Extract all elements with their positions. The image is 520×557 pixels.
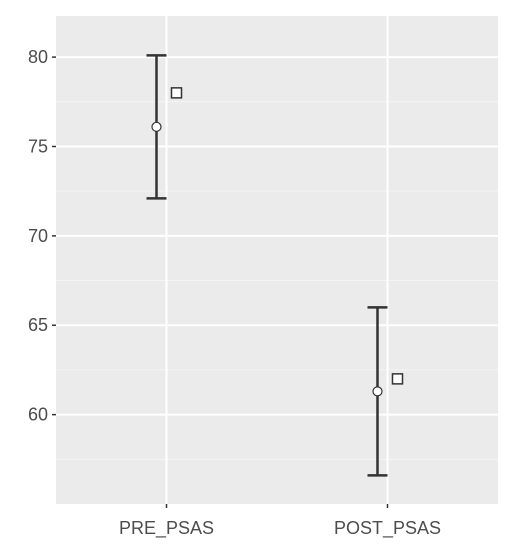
mean-point xyxy=(151,121,162,132)
x-tick-label: PRE_PSAS xyxy=(119,518,214,539)
square-point xyxy=(170,87,183,99)
plot-panel xyxy=(56,16,498,504)
y-tick-label: 75 xyxy=(28,136,48,156)
mean-point xyxy=(372,386,383,397)
square-point xyxy=(391,373,404,385)
y-tick-label: 70 xyxy=(28,226,48,246)
axes: 60 65 70 75 80 PRE_PSAS POST_PSAS xyxy=(28,47,441,539)
x-tick-label: POST_PSAS xyxy=(334,518,441,539)
y-tick-label: 80 xyxy=(28,47,48,67)
y-tick-label: 60 xyxy=(28,405,48,425)
data-marks xyxy=(146,54,404,477)
grid-lines xyxy=(56,16,498,504)
y-tick-label: 65 xyxy=(28,315,48,335)
